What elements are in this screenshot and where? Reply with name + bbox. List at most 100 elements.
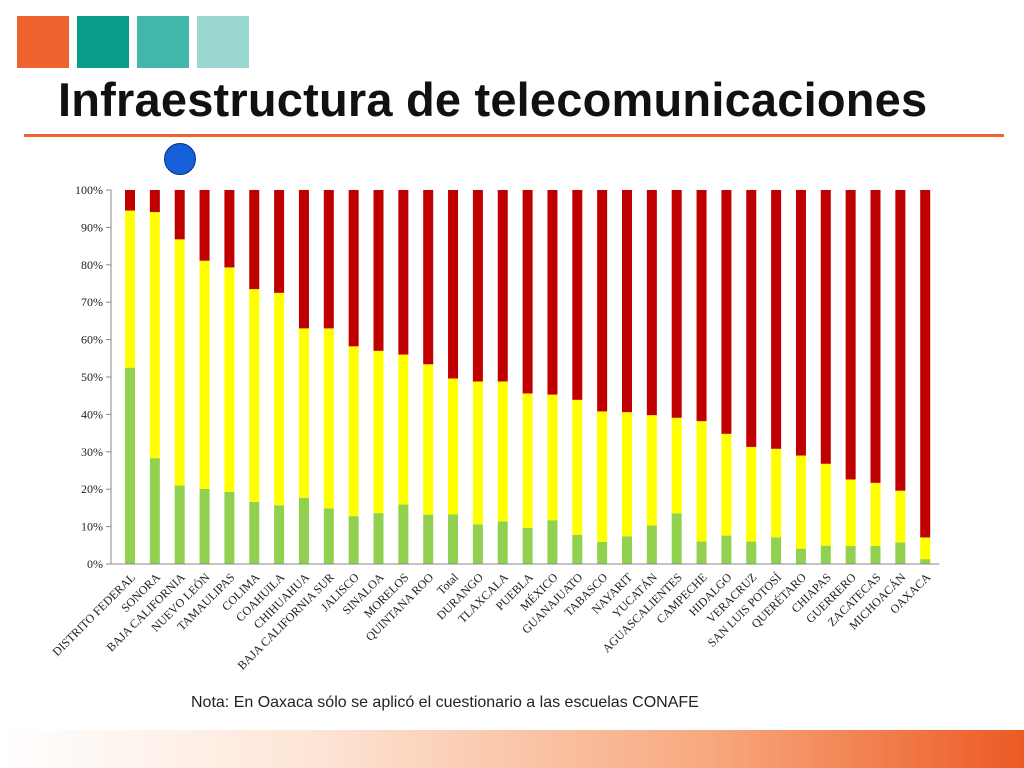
bar-segment-3 bbox=[845, 190, 856, 480]
bar-segment-1 bbox=[870, 546, 881, 564]
bar-segment-1 bbox=[348, 516, 359, 564]
bar-segment-2 bbox=[671, 417, 682, 514]
bar-segment-2 bbox=[771, 448, 782, 538]
bar-segment-1 bbox=[323, 508, 334, 564]
accent-square-4 bbox=[197, 16, 249, 68]
bar-segment-2 bbox=[398, 354, 409, 505]
y-tick-label: 50% bbox=[81, 370, 103, 384]
bar-segment-1 bbox=[597, 541, 608, 564]
x-category-label: DISTRITO FEDERAL bbox=[49, 570, 138, 659]
bar-segment-2 bbox=[472, 381, 483, 525]
bar-segment-1 bbox=[448, 514, 459, 564]
bar-segment-3 bbox=[398, 190, 409, 355]
bar-segment-1 bbox=[646, 525, 657, 564]
pointer-dot bbox=[164, 143, 196, 175]
bar-segment-2 bbox=[125, 210, 135, 368]
footer-gradient-band bbox=[0, 730, 1024, 768]
bar-segment-1 bbox=[249, 501, 260, 564]
bar-segment-3 bbox=[820, 190, 831, 464]
footnote: Nota: En Oaxaca sólo se aplicó el cuesti… bbox=[191, 694, 699, 711]
bar-segment-3 bbox=[249, 190, 260, 290]
bar-segment-3 bbox=[373, 190, 384, 351]
accent-square-1 bbox=[17, 16, 69, 68]
bar-segment-3 bbox=[174, 190, 185, 240]
bar-segment-1 bbox=[845, 546, 856, 564]
y-tick-label: 10% bbox=[81, 520, 103, 534]
bar-segment-1 bbox=[721, 535, 732, 564]
bar-segment-1 bbox=[497, 521, 508, 564]
bar-segment-3 bbox=[671, 190, 682, 418]
slide-title: Infraestructura de telecomunicaciones bbox=[58, 73, 928, 126]
bar-segment-2 bbox=[696, 421, 707, 542]
bar-segment-3 bbox=[472, 190, 483, 382]
bar-segment-1 bbox=[572, 534, 583, 564]
bar-segment-3 bbox=[125, 190, 135, 211]
bar-segment-2 bbox=[174, 239, 185, 486]
bar-segment-3 bbox=[149, 190, 160, 213]
bar-segment-3 bbox=[348, 190, 359, 347]
bar-segment-1 bbox=[373, 513, 384, 564]
bar-segment-1 bbox=[199, 488, 210, 564]
bar-segment-2 bbox=[224, 267, 235, 492]
y-tick-label: 20% bbox=[81, 482, 103, 496]
bar-segment-1 bbox=[622, 536, 632, 564]
bar-segment-1 bbox=[274, 505, 285, 564]
bar-segment-3 bbox=[199, 190, 210, 261]
bar-segment-1 bbox=[696, 541, 707, 564]
bar-segment-1 bbox=[125, 367, 135, 564]
y-tick-label: 70% bbox=[81, 295, 103, 309]
bar-segment-1 bbox=[895, 542, 906, 564]
y-axis: 0% 10% 20% 30% 40% 50% 60% 70% 80% 90% 100% bbox=[75, 183, 112, 571]
bar-segment-3 bbox=[895, 190, 906, 491]
bar-segment-3 bbox=[224, 190, 235, 268]
bar-segment-2 bbox=[298, 328, 309, 498]
bar-segment-1 bbox=[398, 504, 409, 564]
bar-segment-3 bbox=[448, 190, 459, 379]
bar-segment-3 bbox=[423, 190, 434, 365]
stacked-bar-chart: 0% 10% 20% 30% 40% 50% 60% 70% 80% 90% 100% DISTRI… bbox=[49, 183, 940, 673]
bar-segment-2 bbox=[622, 412, 632, 537]
bar-segment-1 bbox=[298, 497, 309, 564]
bar-segment-1 bbox=[795, 548, 806, 564]
y-tick-label: 80% bbox=[81, 258, 103, 272]
bar-segment-1 bbox=[423, 514, 434, 564]
bar-segment-3 bbox=[696, 190, 707, 422]
bar-segment-3 bbox=[771, 190, 782, 449]
bar-segment-3 bbox=[274, 190, 285, 293]
bar-segment-2 bbox=[870, 482, 881, 547]
bar-segment-2 bbox=[795, 455, 806, 549]
bar-segment-3 bbox=[746, 190, 757, 447]
bar-segment-2 bbox=[423, 364, 434, 515]
bar-segment-3 bbox=[547, 190, 558, 395]
bars bbox=[111, 190, 940, 565]
y-tick-label: 90% bbox=[81, 220, 103, 234]
bar-segment-2 bbox=[597, 411, 608, 542]
y-tick-label: 30% bbox=[81, 445, 103, 459]
y-tick-label: 40% bbox=[81, 407, 103, 421]
bar-segment-2 bbox=[572, 399, 583, 535]
bar-segment-2 bbox=[547, 394, 558, 521]
bar-segment-3 bbox=[721, 190, 732, 434]
bar-segment-3 bbox=[572, 190, 583, 400]
bar-segment-2 bbox=[522, 393, 533, 528]
y-tick-label: 0% bbox=[87, 557, 103, 571]
bar-segment-1 bbox=[149, 458, 160, 564]
y-tick-label: 100% bbox=[75, 183, 103, 197]
bar-segment-3 bbox=[622, 190, 632, 413]
bar-segment-1 bbox=[671, 513, 682, 564]
bar-segment-1 bbox=[174, 485, 185, 564]
bar-segment-1 bbox=[920, 559, 931, 564]
bar-segment-3 bbox=[323, 190, 334, 329]
bar-segment-2 bbox=[199, 260, 210, 489]
bar-segment-2 bbox=[274, 292, 285, 506]
bar-segment-2 bbox=[323, 328, 334, 509]
bar-segment-2 bbox=[721, 433, 732, 536]
bar-segment-2 bbox=[895, 490, 906, 543]
bar-segment-3 bbox=[795, 190, 806, 456]
bar-segment-3 bbox=[646, 190, 657, 416]
bar-segment-1 bbox=[746, 541, 757, 564]
bar-segment-3 bbox=[870, 190, 881, 483]
bar-segment-2 bbox=[920, 537, 931, 560]
accent-square-3 bbox=[137, 16, 189, 68]
